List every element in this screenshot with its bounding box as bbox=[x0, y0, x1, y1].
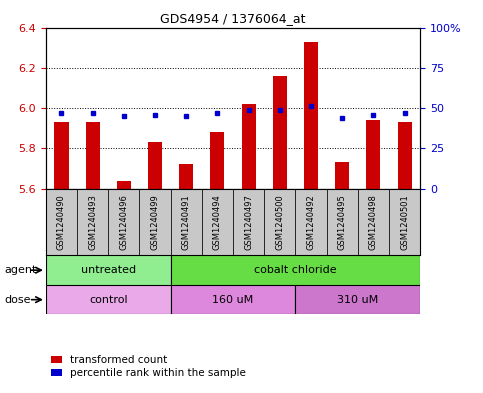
Bar bbox=[77, 189, 108, 255]
Text: GSM1240501: GSM1240501 bbox=[400, 194, 409, 250]
Bar bbox=[398, 122, 412, 189]
Bar bbox=[117, 180, 131, 189]
Text: GSM1240494: GSM1240494 bbox=[213, 194, 222, 250]
Bar bbox=[148, 142, 162, 189]
Bar bbox=[179, 164, 193, 189]
Text: GSM1240491: GSM1240491 bbox=[182, 194, 191, 250]
Bar bbox=[304, 42, 318, 189]
Bar bbox=[140, 189, 170, 255]
Bar bbox=[327, 189, 358, 255]
Text: GSM1240495: GSM1240495 bbox=[338, 194, 347, 250]
Text: agent: agent bbox=[5, 265, 37, 275]
Bar bbox=[108, 189, 140, 255]
Text: cobalt chloride: cobalt chloride bbox=[254, 265, 337, 275]
Text: 310 uM: 310 uM bbox=[337, 295, 379, 305]
Bar bbox=[358, 189, 389, 255]
Bar bbox=[170, 189, 202, 255]
Text: GSM1240490: GSM1240490 bbox=[57, 194, 66, 250]
Bar bbox=[335, 162, 349, 189]
Text: dose: dose bbox=[5, 295, 31, 305]
Bar bbox=[46, 189, 77, 255]
Title: GDS4954 / 1376064_at: GDS4954 / 1376064_at bbox=[160, 12, 306, 25]
Bar bbox=[211, 132, 225, 189]
Bar bbox=[367, 120, 381, 189]
Text: GSM1240493: GSM1240493 bbox=[88, 194, 97, 250]
Bar bbox=[273, 76, 287, 189]
Bar bbox=[296, 189, 327, 255]
Bar bbox=[55, 122, 69, 189]
Bar bbox=[170, 285, 296, 314]
Bar bbox=[46, 285, 170, 314]
Bar bbox=[264, 189, 296, 255]
Bar bbox=[233, 189, 264, 255]
Bar bbox=[170, 255, 420, 285]
Bar bbox=[296, 285, 420, 314]
Text: GSM1240500: GSM1240500 bbox=[275, 194, 284, 250]
Text: untreated: untreated bbox=[81, 265, 136, 275]
Bar bbox=[85, 122, 99, 189]
Text: GSM1240492: GSM1240492 bbox=[307, 194, 315, 250]
Bar bbox=[389, 189, 420, 255]
Text: GSM1240499: GSM1240499 bbox=[151, 194, 159, 250]
Text: control: control bbox=[89, 295, 128, 305]
Bar bbox=[46, 255, 170, 285]
Bar bbox=[242, 104, 256, 189]
Text: 160 uM: 160 uM bbox=[213, 295, 254, 305]
Bar bbox=[202, 189, 233, 255]
Text: GSM1240496: GSM1240496 bbox=[119, 194, 128, 250]
Text: GSM1240497: GSM1240497 bbox=[244, 194, 253, 250]
Text: GSM1240498: GSM1240498 bbox=[369, 194, 378, 250]
Legend: transformed count, percentile rank within the sample: transformed count, percentile rank withi… bbox=[51, 355, 246, 378]
